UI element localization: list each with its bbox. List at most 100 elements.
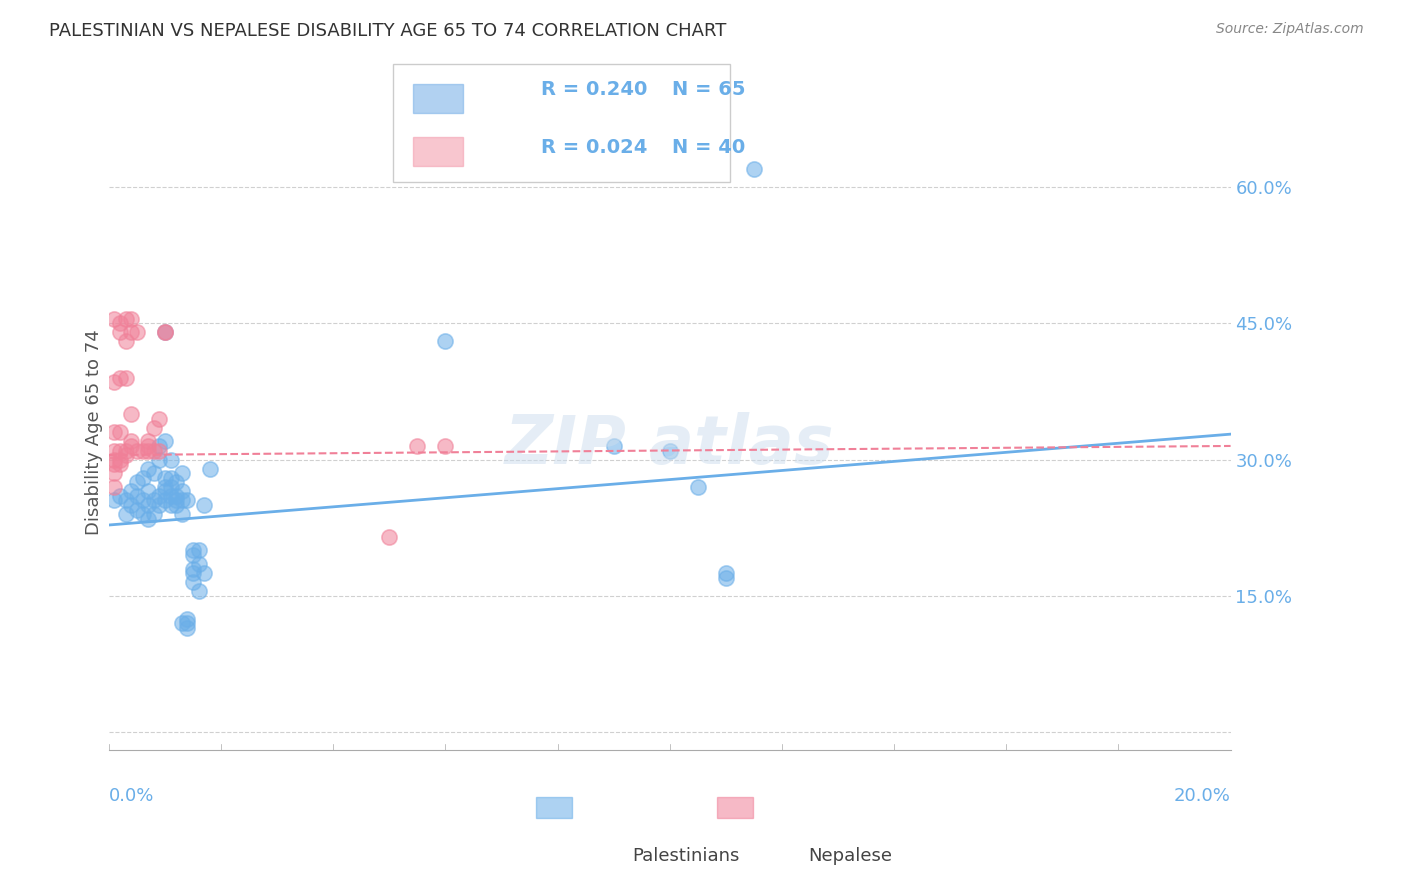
Point xyxy=(131,443,153,458)
Point xyxy=(170,493,193,508)
Point xyxy=(153,493,176,508)
Point xyxy=(125,326,148,340)
FancyBboxPatch shape xyxy=(413,137,464,167)
Point xyxy=(658,443,681,458)
Point xyxy=(170,507,193,521)
Point xyxy=(148,452,170,467)
Point xyxy=(378,530,401,544)
Point xyxy=(131,493,153,508)
Point xyxy=(108,443,131,458)
Point xyxy=(114,493,136,508)
Point xyxy=(142,421,165,435)
Point xyxy=(125,475,148,490)
Point xyxy=(714,566,737,581)
Point xyxy=(602,439,624,453)
Point xyxy=(125,502,148,516)
Point xyxy=(120,434,142,449)
Point xyxy=(136,511,159,525)
Point xyxy=(170,484,193,499)
Point xyxy=(193,498,215,512)
Point xyxy=(153,326,176,340)
Point xyxy=(181,561,204,575)
Point xyxy=(136,439,159,453)
Point xyxy=(198,461,221,475)
Point xyxy=(108,425,131,440)
Point xyxy=(434,439,457,453)
Point xyxy=(108,316,131,330)
Point xyxy=(153,484,176,499)
Text: N = 40: N = 40 xyxy=(672,137,745,157)
Point xyxy=(114,311,136,326)
Point xyxy=(114,371,136,385)
Point xyxy=(142,467,165,481)
FancyBboxPatch shape xyxy=(392,63,730,181)
Point xyxy=(103,443,125,458)
Point xyxy=(148,439,170,453)
Point xyxy=(187,584,209,599)
Point xyxy=(148,411,170,425)
Point xyxy=(165,498,187,512)
Point xyxy=(108,326,131,340)
Point xyxy=(153,471,176,485)
Point xyxy=(120,484,142,499)
Point xyxy=(131,507,153,521)
Point xyxy=(176,611,198,625)
Point xyxy=(120,311,142,326)
Point xyxy=(165,489,187,503)
Point xyxy=(153,480,176,494)
Point xyxy=(114,448,136,462)
Point xyxy=(120,439,142,453)
Point xyxy=(142,507,165,521)
Point xyxy=(108,457,131,471)
Point xyxy=(136,443,159,458)
Point xyxy=(114,507,136,521)
Point xyxy=(103,425,125,440)
Point xyxy=(434,334,457,349)
Point xyxy=(176,621,198,635)
Point xyxy=(108,452,131,467)
Point xyxy=(136,484,159,499)
Point xyxy=(159,480,181,494)
Text: Palestinians: Palestinians xyxy=(633,847,740,865)
Point xyxy=(406,439,429,453)
Point xyxy=(187,557,209,571)
Point xyxy=(131,471,153,485)
Point xyxy=(103,457,125,471)
Text: 20.0%: 20.0% xyxy=(1174,787,1230,805)
Text: ZIP atlas: ZIP atlas xyxy=(505,412,835,478)
Text: N = 65: N = 65 xyxy=(672,79,745,99)
Point xyxy=(176,493,198,508)
Point xyxy=(714,571,737,585)
Point xyxy=(176,616,198,631)
Point xyxy=(170,616,193,631)
Point xyxy=(125,489,148,503)
Point xyxy=(103,376,125,390)
Point xyxy=(181,566,204,581)
Text: PALESTINIAN VS NEPALESE DISABILITY AGE 65 TO 74 CORRELATION CHART: PALESTINIAN VS NEPALESE DISABILITY AGE 6… xyxy=(49,22,727,40)
Point xyxy=(114,443,136,458)
Point xyxy=(181,575,204,590)
Text: R = 0.240: R = 0.240 xyxy=(541,79,648,99)
Point xyxy=(153,326,176,340)
Point xyxy=(153,434,176,449)
Text: Source: ZipAtlas.com: Source: ZipAtlas.com xyxy=(1216,22,1364,37)
Point xyxy=(120,407,142,421)
Point xyxy=(148,498,170,512)
Point xyxy=(142,443,165,458)
Point xyxy=(108,371,131,385)
Point xyxy=(142,493,165,508)
Point xyxy=(125,443,148,458)
Point xyxy=(136,498,159,512)
Point xyxy=(103,467,125,481)
Point xyxy=(103,493,125,508)
Point xyxy=(170,467,193,481)
Point xyxy=(136,434,159,449)
Point xyxy=(136,461,159,475)
Point xyxy=(153,326,176,340)
Point xyxy=(108,489,131,503)
Point xyxy=(120,498,142,512)
Text: Nepalese: Nepalese xyxy=(808,847,893,865)
Point xyxy=(187,543,209,558)
Point xyxy=(686,480,709,494)
Point xyxy=(103,480,125,494)
